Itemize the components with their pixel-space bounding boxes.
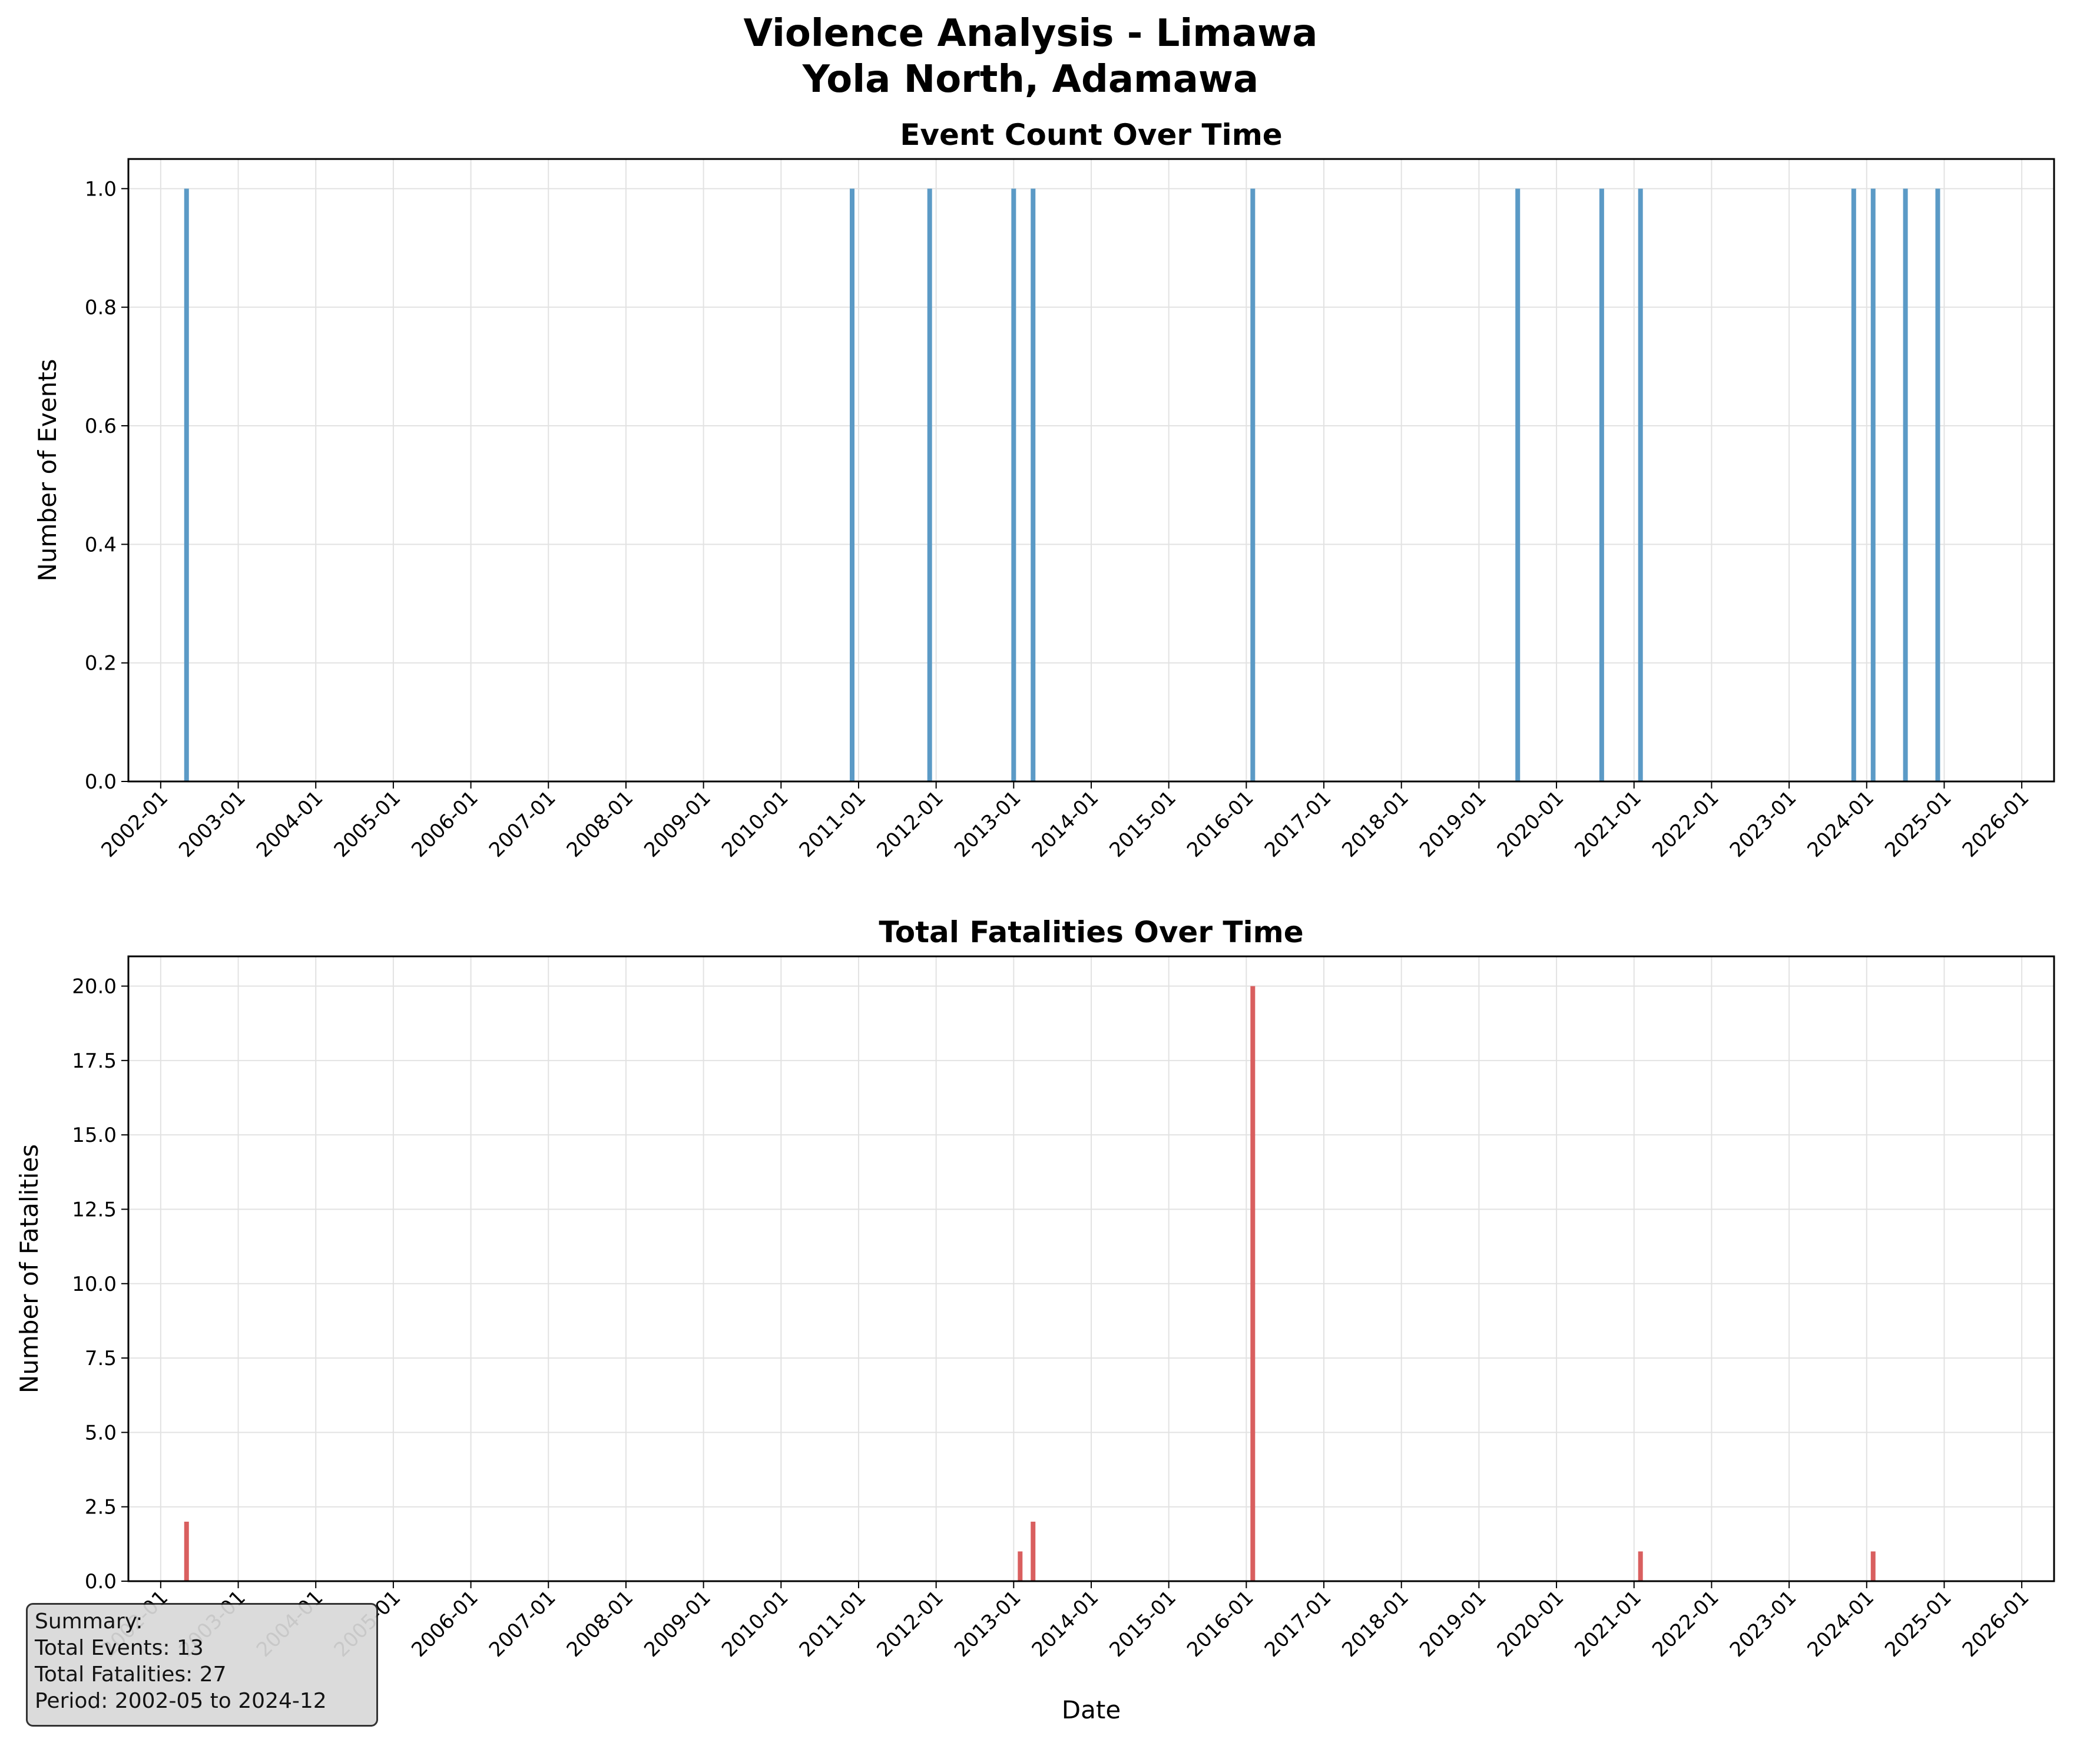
events-bar — [1935, 188, 1940, 781]
fatalities-x-tick-label: 2017-01 — [1260, 1586, 1336, 1662]
fatalities-bar — [1870, 1551, 1876, 1581]
fatalities-y-tick-label: 5.0 — [85, 1421, 117, 1445]
fatalities-x-tick-label: 2006-01 — [407, 1586, 483, 1662]
fatalities-x-tick-label: 2015-01 — [1105, 1586, 1181, 1662]
events-x-tick-label: 2026-01 — [1958, 786, 2034, 862]
events-x-tick-label: 2021-01 — [1570, 786, 1646, 862]
fatalities-x-tick-label: 2011-01 — [795, 1586, 871, 1662]
fatalities-x-tick-label: 2021-01 — [1570, 1586, 1646, 1662]
events-x-tick-label: 2004-01 — [252, 786, 328, 862]
events-x-tick-label: 2010-01 — [717, 786, 793, 862]
events-y-tick-label: 0.0 — [85, 770, 117, 794]
events-x-tick-label: 2014-01 — [1028, 786, 1104, 862]
fatalities-x-tick-label: 2026-01 — [1958, 1586, 2034, 1662]
events-bar — [1599, 188, 1604, 781]
events-x-tick-label: 2011-01 — [795, 786, 871, 862]
fatalities-y-tick-label: 17.5 — [72, 1049, 117, 1073]
fatalities-bar — [184, 1521, 189, 1581]
events-y-tick-label: 0.2 — [85, 652, 117, 675]
fatalities-axes-frame — [127, 955, 2055, 1582]
fatalities-x-tick-label: 2014-01 — [1028, 1586, 1104, 1662]
events-bar — [1011, 188, 1016, 781]
fatalities-x-tick-label: 2020-01 — [1493, 1586, 1569, 1662]
events-x-tick-label: 2006-01 — [407, 786, 483, 862]
fatalities-x-axis-label: Date — [1062, 1695, 1121, 1724]
events-x-tick-label: 2007-01 — [485, 786, 561, 862]
fatalities-y-tick-label: 2.5 — [85, 1496, 117, 1519]
summary-heading: Summary: — [35, 1609, 143, 1634]
fatalities-y-tick-label: 15.0 — [72, 1124, 117, 1147]
fatalities-y-tick-label: 10.0 — [72, 1273, 117, 1296]
fatalities-x-tick-label: 2019-01 — [1415, 1586, 1491, 1662]
events-bar — [849, 188, 854, 781]
events-bar — [1031, 188, 1036, 781]
events-bar — [1851, 188, 1856, 781]
events-bar — [1903, 188, 1908, 781]
events-bar — [1638, 188, 1643, 781]
events-bar — [184, 188, 189, 781]
events-x-tick-label: 2019-01 — [1415, 786, 1491, 862]
events-y-axis-label: Number of Events — [33, 359, 62, 581]
fatalities-y-tick-label: 12.5 — [72, 1198, 117, 1221]
summary-period: Period: 2002-05 to 2024-12 — [35, 1689, 327, 1713]
fatalities-x-tick-label: 2013-01 — [950, 1586, 1026, 1662]
events-x-tick-label: 2009-01 — [640, 786, 716, 862]
events-x-tick-label: 2002-01 — [97, 786, 173, 862]
events-x-tick-label: 2018-01 — [1337, 786, 1413, 862]
summary-box: Summary: Total Events: 13 Total Fataliti… — [26, 1603, 378, 1727]
fatalities-chart-title: Total Fatalities Over Time — [879, 915, 1303, 949]
fatalities-x-tick-label: 2023-01 — [1725, 1586, 1801, 1662]
events-chart-title: Event Count Over Time — [900, 118, 1282, 152]
figure-title-line-2: Yola North, Adamawa — [802, 58, 1258, 101]
events-bar — [927, 188, 932, 781]
fatalities-y-tick-label: 7.5 — [85, 1347, 117, 1370]
events-axes-frame — [127, 158, 2055, 783]
events-x-tick-label: 2005-01 — [330, 786, 406, 862]
events-panel: 2002-01 2003-01 2004-01 2005-01 2006-01 2007-… — [33, 118, 2055, 862]
events-x-tick-label: 2022-01 — [1648, 786, 1724, 862]
fatalities-y-tick-label: 0.0 — [85, 1570, 117, 1594]
events-x-tick-label: 2012-01 — [872, 786, 948, 862]
events-bar — [1515, 188, 1521, 781]
fatalities-x-tick-label: 2025-01 — [1880, 1586, 1956, 1662]
events-x-tick-label: 2003-01 — [174, 786, 250, 862]
fatalities-y-tick-label: 20.0 — [72, 975, 117, 999]
events-x-tick-label: 2008-01 — [562, 786, 638, 862]
fatalities-x-tick-label: 2007-01 — [485, 1586, 561, 1662]
events-y-tick-label: 1.0 — [85, 177, 117, 201]
figure-title-line-1: Violence Analysis - Limawa — [744, 12, 1318, 55]
summary-total-events: Total Events: 13 — [35, 1636, 204, 1660]
events-y-tick-label: 0.8 — [85, 296, 117, 320]
summary-total-fatalities: Total Fatalities: 27 — [35, 1662, 227, 1687]
events-x-tick-label: 2017-01 — [1260, 786, 1336, 862]
fatalities-x-tick-label: 2009-01 — [640, 1586, 716, 1662]
fatalities-bar — [1250, 986, 1256, 1581]
events-x-tick-label: 2024-01 — [1803, 786, 1879, 862]
fatalities-x-tick-label: 2022-01 — [1648, 1586, 1724, 1662]
events-x-tick-label: 2015-01 — [1105, 786, 1181, 862]
events-y-tick-label: 0.6 — [85, 415, 117, 438]
fatalities-bar — [1638, 1551, 1643, 1581]
events-bar — [1250, 188, 1256, 781]
fatalities-x-tick-label: 2008-01 — [562, 1586, 638, 1662]
fatalities-x-tick-label: 2024-01 — [1803, 1586, 1879, 1662]
fatalities-x-tick-label: 2012-01 — [872, 1586, 948, 1662]
fatalities-bar — [1031, 1521, 1036, 1581]
fatalities-y-axis-label: Number of Fatalities — [15, 1144, 44, 1393]
fatalities-bar — [1018, 1551, 1023, 1581]
events-bar — [1870, 188, 1876, 781]
events-x-tick-label: 2020-01 — [1493, 786, 1569, 862]
events-x-tick-label: 2013-01 — [950, 786, 1026, 862]
fatalities-x-tick-label: 2016-01 — [1183, 1586, 1258, 1662]
fatalities-x-tick-label: 2018-01 — [1337, 1586, 1413, 1662]
events-y-tick-label: 0.4 — [85, 533, 117, 557]
fatalities-x-tick-label: 2010-01 — [717, 1586, 793, 1662]
events-x-tick-label: 2025-01 — [1880, 786, 1956, 862]
events-x-tick-label: 2023-01 — [1725, 786, 1801, 862]
events-x-tick-label: 2016-01 — [1183, 786, 1258, 862]
